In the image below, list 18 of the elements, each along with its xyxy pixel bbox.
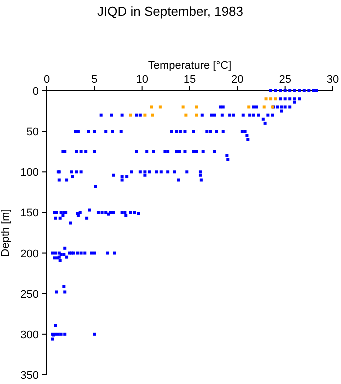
y-tick-label: 250 [20,288,39,301]
x-axis-title: Temperature [°C] [148,60,232,72]
y-tick-label: 150 [20,208,39,220]
y-tick-label: 100 [20,167,39,180]
y-tick-label: 200 [20,248,39,260]
x-tick-label: 10 [136,74,148,86]
x-tick-label: 20 [232,74,244,86]
y-tick-label: 350 [20,370,39,382]
y-tick-label: 50 [26,126,39,139]
chart-title: JIQD in September, 1983 [98,4,244,19]
x-tick-label: 15 [184,74,196,86]
x-tick-label: 0 [44,74,50,86]
x-tick-label: 25 [279,74,292,86]
y-axis-title: Depth [m] [0,209,12,257]
x-tick-label: 30 [326,74,340,86]
x-tick-label: 5 [92,74,98,86]
y-tick-label: 0 [32,86,39,98]
y-tick-label: 300 [20,329,39,342]
